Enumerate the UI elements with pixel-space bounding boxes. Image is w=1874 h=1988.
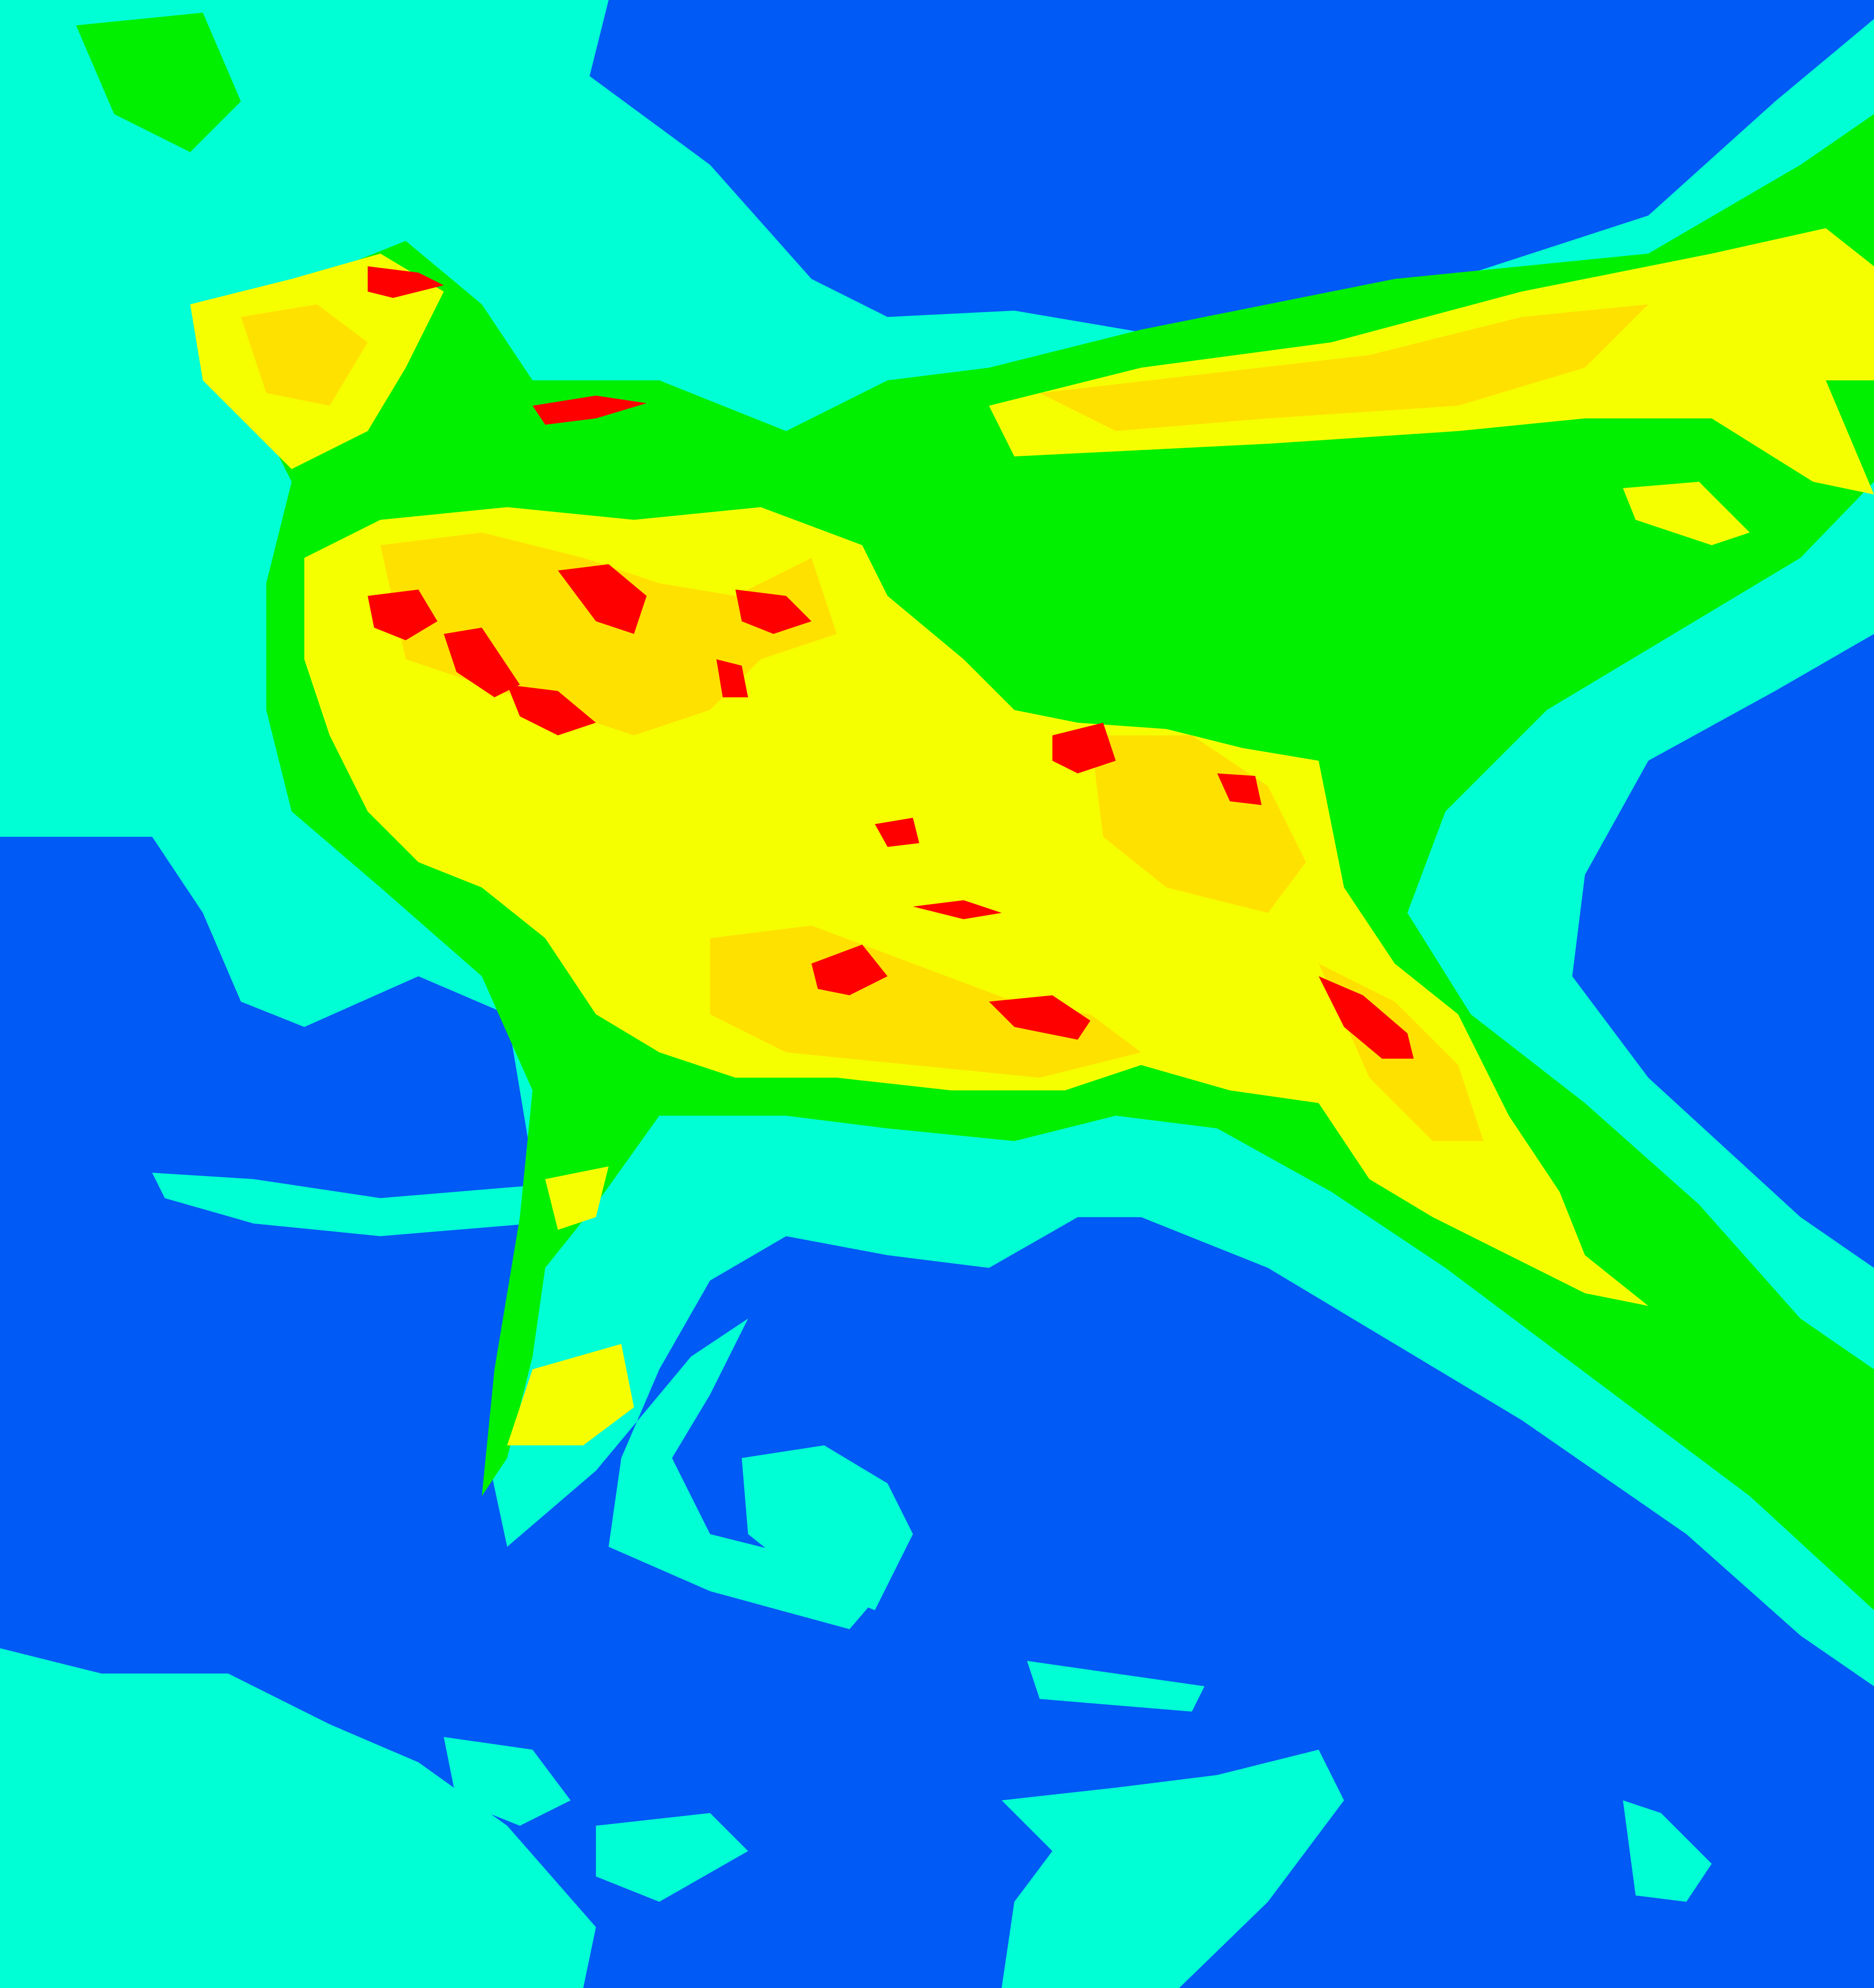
class-5-regions [368, 266, 1414, 1059]
